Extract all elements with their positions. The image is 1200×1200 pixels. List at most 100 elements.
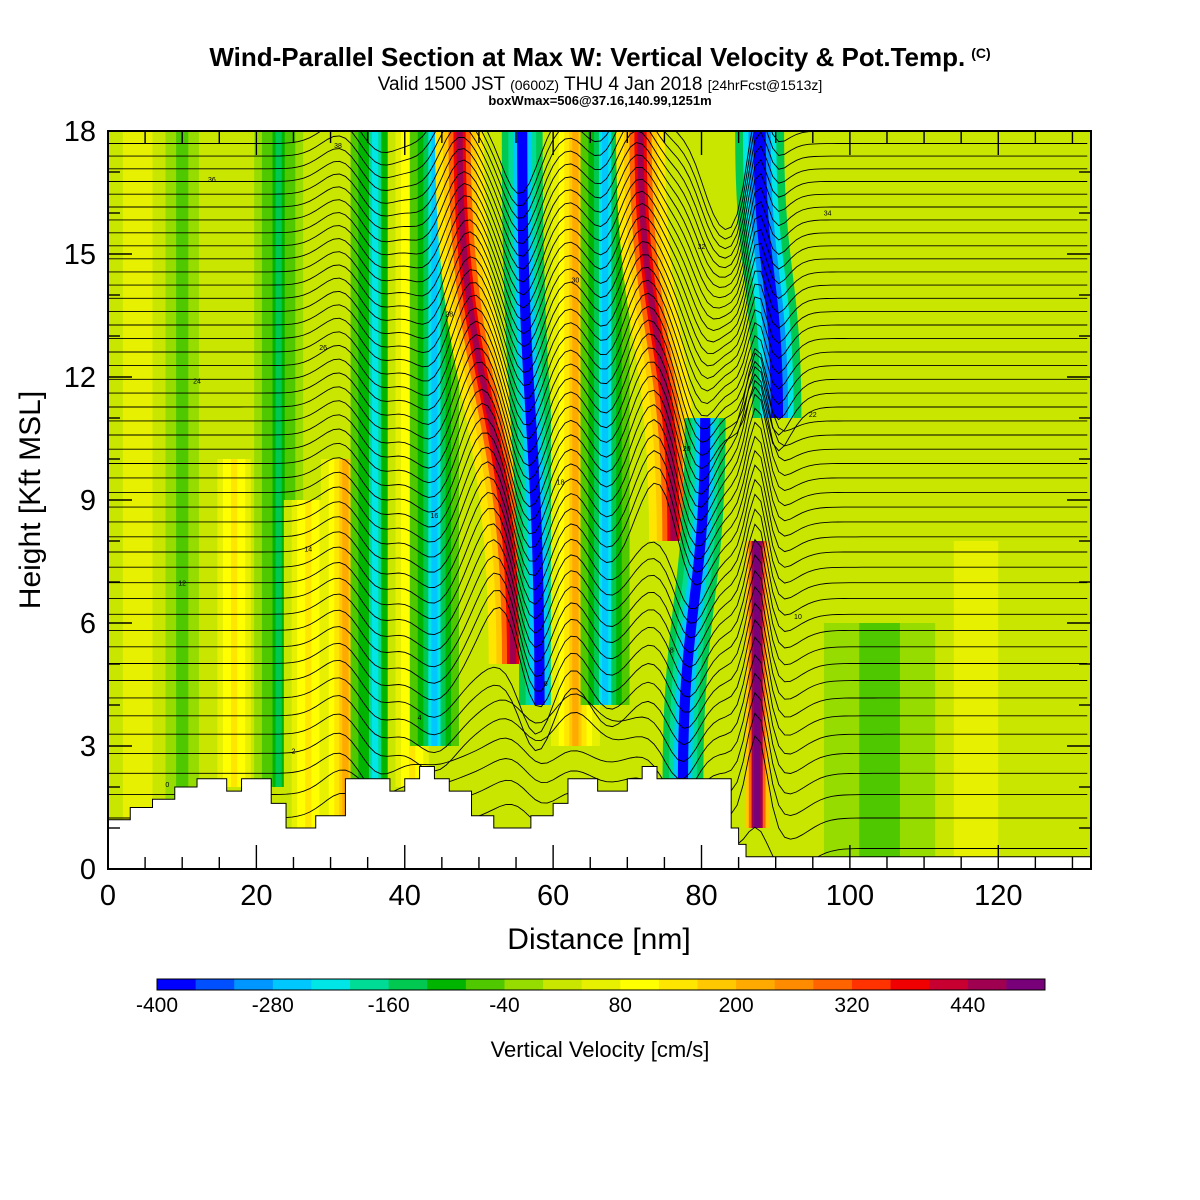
colorbar-swatch: [620, 979, 660, 990]
isentrope-line: [108, 365, 1088, 495]
isentrope-line: [108, 393, 1088, 521]
isentrope-line: [108, 464, 1088, 591]
velocity-field: [108, 131, 1091, 869]
isentrope-label: 38: [334, 143, 342, 150]
isentrope-label: 16: [431, 513, 439, 520]
colorbar-swatch: [736, 979, 776, 990]
isentrope-line: [108, 228, 1088, 354]
isentrope-line: [108, 266, 1088, 392]
isentrope-line: [108, 215, 1088, 343]
colorbar-tick-label: -40: [489, 994, 519, 1017]
velocity-band-18: [969, 541, 983, 869]
isentrope-line: [108, 279, 1088, 404]
colorbar-swatch: [157, 979, 197, 990]
y-tick-label: 0: [80, 854, 96, 886]
velocity-band-5: [342, 459, 349, 828]
isentrope-line: [108, 131, 1088, 269]
valid-utc: (0600Z): [510, 77, 560, 93]
x-tick-label: 0: [100, 880, 116, 912]
colorbar-swatch: [543, 979, 583, 990]
velocity-band-6: [371, 131, 379, 787]
isentrope-line: [108, 154, 1088, 288]
velocity-band-1: [179, 131, 186, 869]
colorbar: -400 -280 -160 -40 80 200 320 440: [136, 978, 1046, 1017]
isentrope-label: 12: [178, 580, 186, 587]
isentrope-label: 34: [824, 210, 832, 217]
colorbar-tick-label: 80: [609, 994, 632, 1017]
isentrope-line: [108, 131, 1088, 240]
colorbar-swatch: [504, 979, 544, 990]
colorbar-swatch: [1006, 979, 1046, 990]
x-axis-label: Distance [nm]: [507, 923, 690, 956]
isentrope-line: [108, 352, 1088, 482]
isentrope-label: 4: [418, 715, 422, 722]
velocity-band-14: [680, 418, 708, 787]
y-tick-label: 12: [64, 362, 96, 394]
terrain-mask: [108, 766, 1091, 869]
isentrope-label: 2: [292, 748, 296, 755]
isentrope-label: 0: [165, 782, 169, 789]
isentrope-line: [108, 254, 1088, 379]
box-info: boxWmax=506@37.16,140.99,1251m: [488, 93, 712, 108]
velocity-band-12: [601, 131, 609, 705]
colorbar-swatch: [195, 979, 235, 990]
x-tick-label: 120: [974, 880, 1022, 912]
isentrope-line: [108, 538, 1088, 669]
velocity-band-2: [231, 459, 238, 787]
colorbar-tick-label: 440: [950, 994, 985, 1017]
colorbar-tick-label: 320: [834, 994, 869, 1017]
colorbar-swatch: [465, 979, 505, 990]
chart-title-text: Wind-Parallel Section at Max W: Vertical…: [209, 42, 966, 72]
isentrope-line: [108, 421, 1088, 548]
velocity-band-3: [275, 131, 282, 787]
isentrope-line: [108, 569, 1088, 698]
y-axis-label: Height [Kft MSL]: [14, 391, 47, 609]
isentrope-label: 10: [794, 614, 802, 621]
valid-date: THU 4 Jan 2018: [564, 74, 703, 95]
isentrope-line: [108, 478, 1088, 610]
colorbar-swatch: [234, 979, 274, 990]
isentrope-line: [108, 619, 1088, 752]
isentrope-line: [108, 493, 1088, 624]
isentrope-line: [108, 523, 1088, 654]
isentrope-line: [108, 131, 1088, 250]
isentrope-line: [108, 508, 1088, 639]
isentrope-line: [108, 202, 1088, 331]
isentrope-label: 18: [557, 479, 565, 486]
velocity-band-15: [755, 541, 759, 828]
y-tick-label: 9: [80, 485, 96, 517]
isentrope-line: [108, 178, 1088, 309]
colorbar-swatch: [388, 979, 428, 990]
isentrope-line: [108, 449, 1088, 576]
isentrope-line: [108, 190, 1088, 320]
terrain-profile: [108, 766, 1091, 869]
colorbar-tick-label: 200: [719, 994, 754, 1017]
velocity-band-4: [305, 500, 312, 828]
x-tick-label: 80: [685, 880, 717, 912]
isentrope-label: 28: [445, 311, 453, 318]
y-tick-label: 3: [80, 731, 96, 763]
isentrope-label: 26: [319, 345, 327, 352]
x-tick-label: 60: [537, 880, 569, 912]
colorbar-swatch: [658, 979, 699, 990]
colorbar-swatch: [851, 979, 892, 990]
colorbar-swatch: [967, 979, 1007, 990]
isentrope-line: [108, 319, 1088, 443]
isentrope-label: 22: [809, 412, 817, 419]
x-axis: 0 20 40 60 80 100 120: [100, 131, 1074, 912]
colorbar-swatch: [813, 979, 853, 990]
isentrope-line: [108, 131, 1088, 259]
velocity-band-17: [869, 623, 890, 869]
velocity-band-8: [431, 131, 438, 746]
isentrope-label: 30: [571, 278, 579, 285]
chart-subtitle: Valid 1500 JST (0600Z) THU 4 Jan 2018 [2…: [0, 74, 1200, 96]
isentrope-line: [108, 435, 1088, 562]
isentrope-line: [108, 636, 1088, 763]
isentrope-label: 20: [683, 446, 691, 453]
colorbar-tick-label: -280: [252, 994, 294, 1017]
colorbar-swatch: [311, 979, 351, 990]
isentrope-line: [108, 241, 1088, 367]
colorbar-label: Vertical Velocity [cm/s]: [491, 1037, 710, 1062]
